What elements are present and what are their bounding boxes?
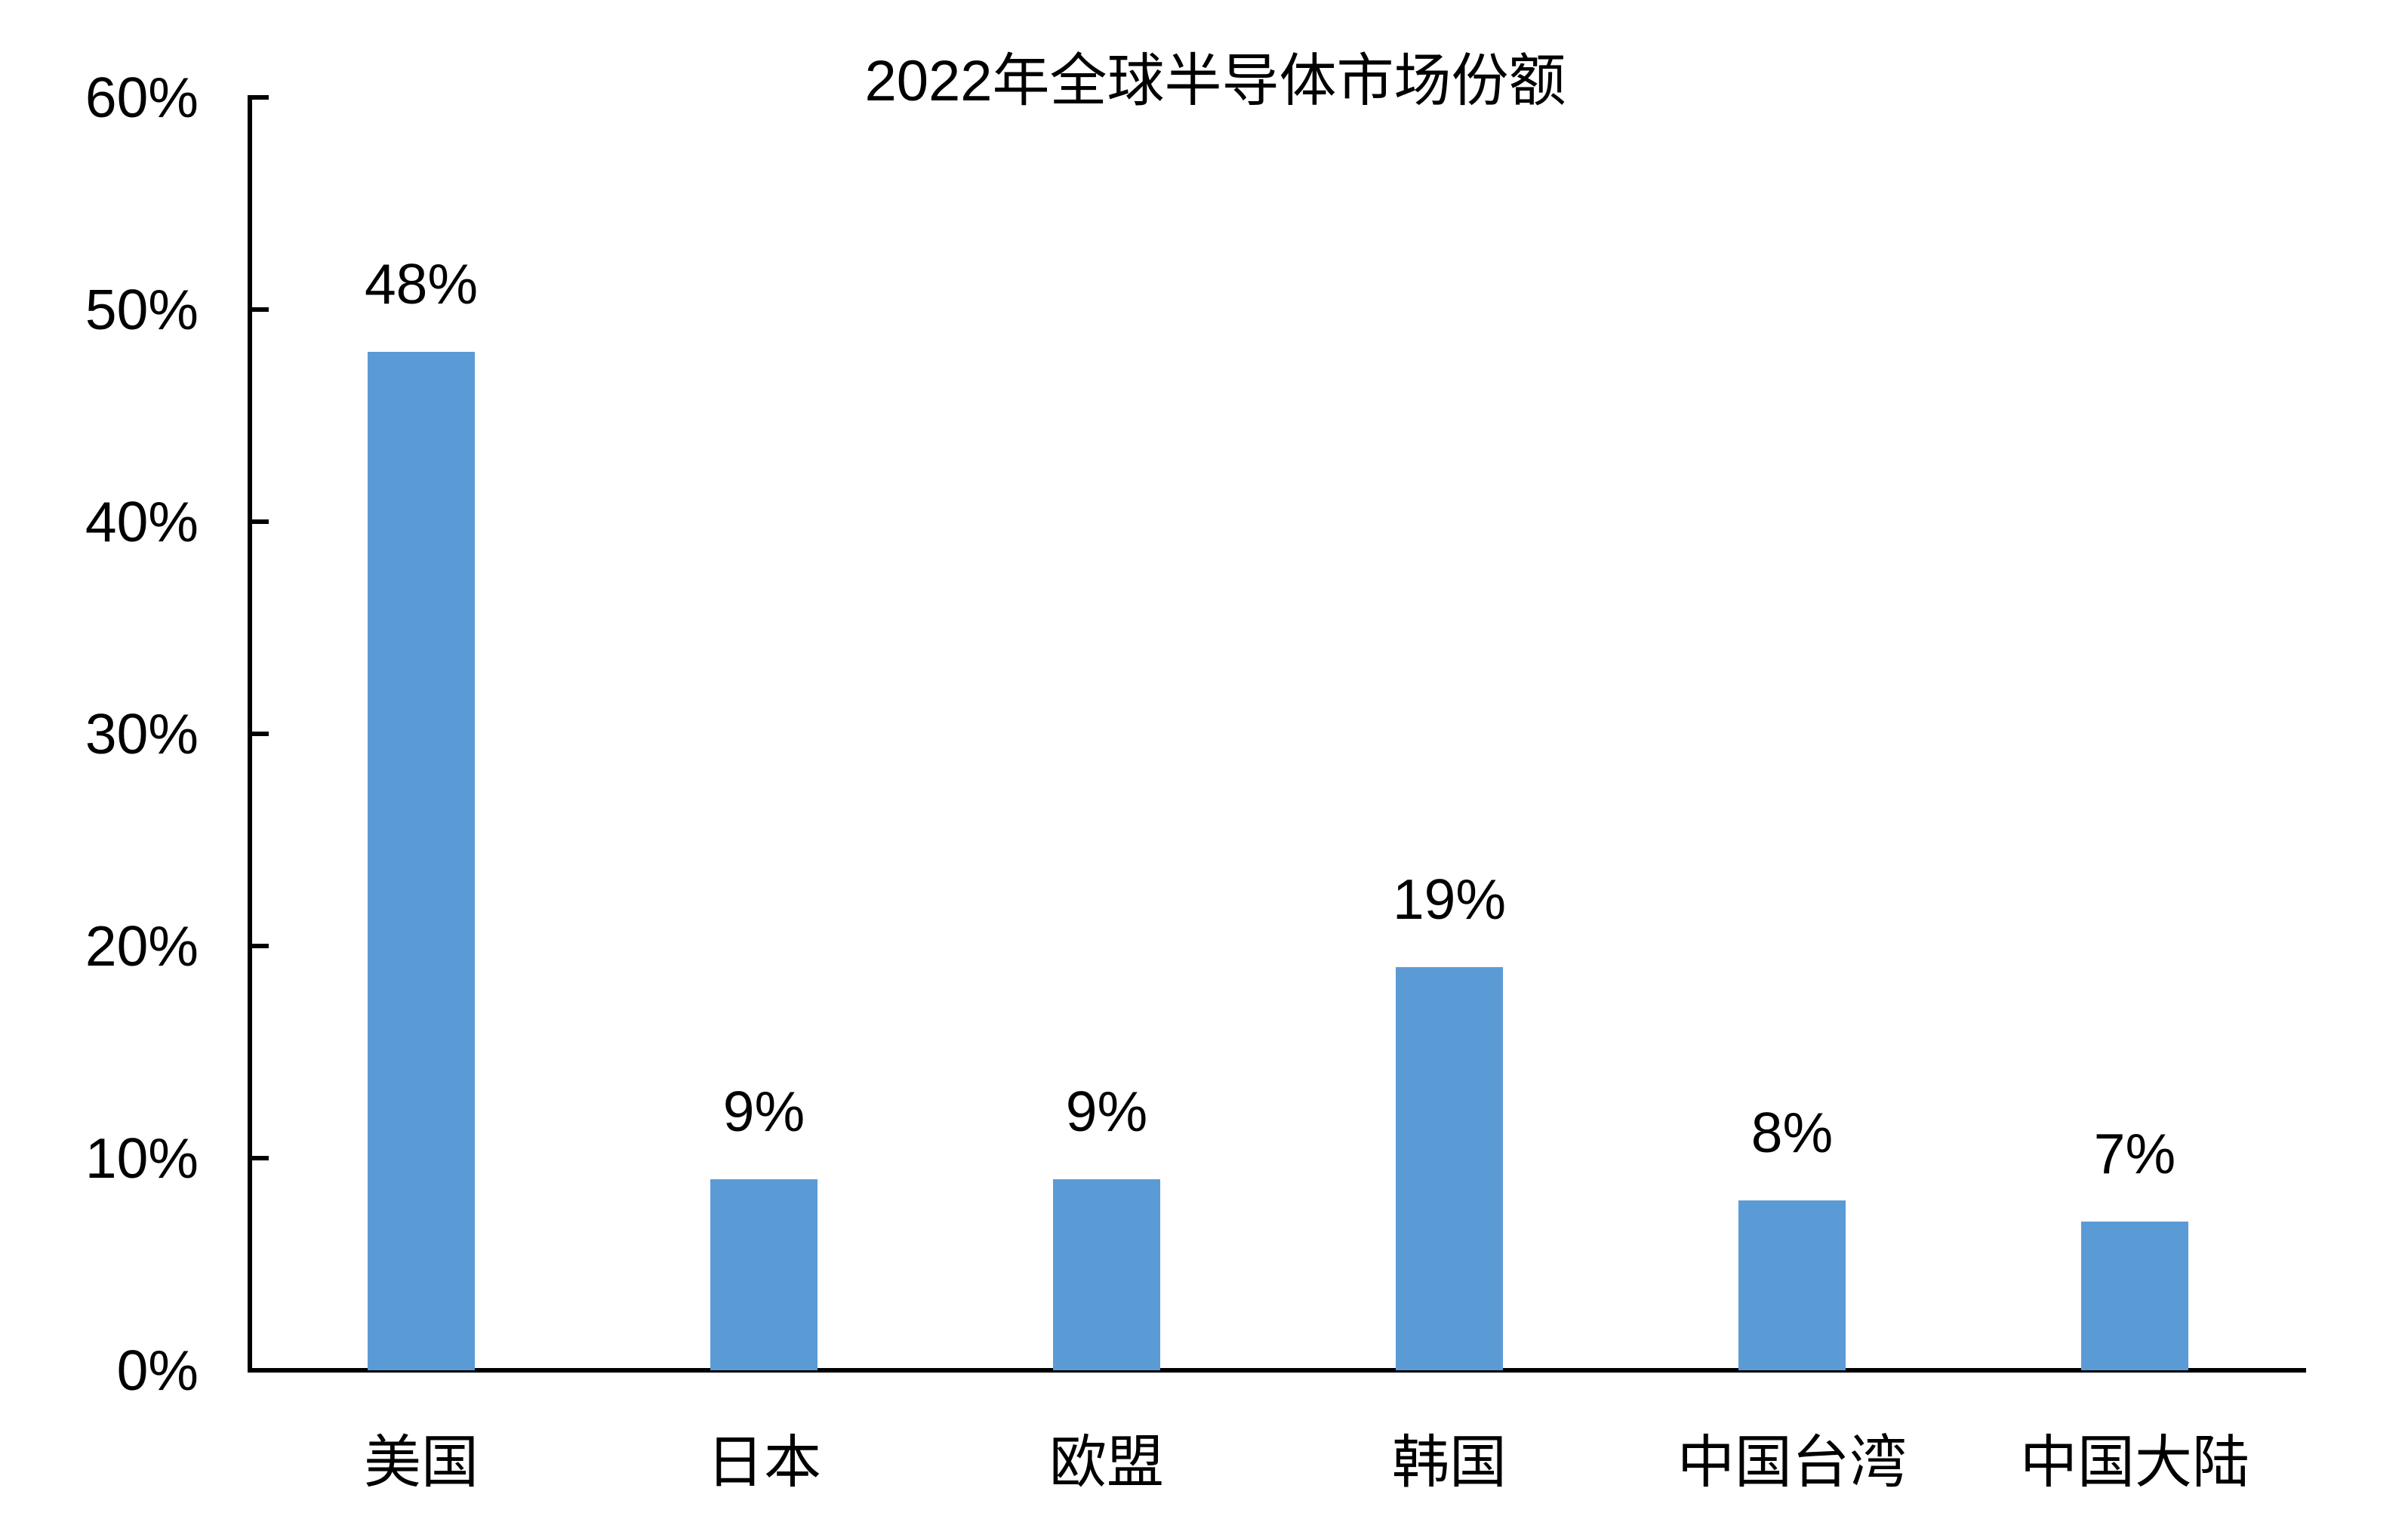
y-tick-mark — [250, 519, 269, 524]
y-tick-label: 60% — [85, 66, 199, 129]
bar-value-label: 9% — [722, 1080, 805, 1144]
y-tick-mark — [250, 732, 269, 736]
bar — [710, 1179, 818, 1370]
x-axis-line — [248, 1368, 2306, 1373]
x-category-label: 欧盟 — [1049, 1431, 1164, 1495]
y-tick-label: 40% — [85, 490, 199, 553]
bar — [1396, 967, 1503, 1370]
bar — [1053, 1179, 1160, 1370]
bar — [2081, 1222, 2188, 1370]
bar-value-label: 9% — [1065, 1080, 1148, 1144]
y-tick-mark — [250, 95, 269, 100]
x-category-label: 美国 — [364, 1431, 479, 1495]
x-category-label: 韩国 — [1392, 1431, 1507, 1495]
bar — [368, 352, 475, 1370]
x-category-label: 中国大陆 — [2020, 1431, 2249, 1495]
y-tick-label: 0% — [116, 1339, 199, 1402]
bar-value-label: 8% — [1751, 1101, 1834, 1165]
y-tick-label: 30% — [85, 702, 199, 766]
bar-value-label: 19% — [1392, 867, 1507, 932]
bar — [1738, 1200, 1846, 1370]
x-category-label: 中国台湾 — [1677, 1431, 1907, 1495]
chart-title: 2022年全球半导体市场份额 — [864, 49, 1566, 113]
bar-value-label: 7% — [2093, 1122, 2176, 1186]
bar-value-label: 48% — [364, 252, 479, 316]
y-tick-mark — [250, 307, 269, 312]
x-category-label: 日本 — [707, 1431, 821, 1495]
y-tick-label: 20% — [85, 914, 199, 978]
y-tick-mark — [250, 1156, 269, 1160]
y-tick-mark — [250, 944, 269, 948]
y-tick-label: 50% — [85, 278, 199, 341]
y-tick-label: 10% — [85, 1126, 199, 1190]
